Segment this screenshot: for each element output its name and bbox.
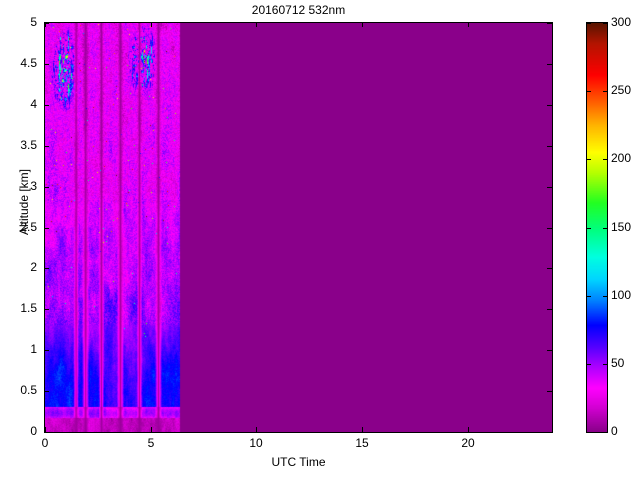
colorbar-tick-left: [587, 91, 591, 92]
colorbar-tick-left: [587, 228, 591, 229]
heatmap-plot-area: [44, 22, 553, 433]
x-tick-mark: [362, 427, 363, 432]
x-tick-mark: [45, 427, 46, 432]
y-tick-label: 0.5: [20, 383, 37, 397]
x-tick-label: 0: [41, 436, 49, 450]
x-tick-mark-top: [45, 22, 46, 27]
colorbar-tick-right: [603, 364, 607, 365]
y-tick-mark-right: [547, 64, 552, 65]
y-tick-mark-right: [547, 309, 552, 310]
x-tick-label: 5: [147, 436, 155, 450]
x-tick-mark-top: [468, 22, 469, 27]
y-tick-label: 3: [30, 179, 37, 193]
lidar-backscatter-heatmap: [45, 23, 552, 432]
y-tick-label: 5: [30, 15, 37, 29]
y-tick-mark: [44, 64, 49, 65]
colorbar-tick-label: 50: [611, 356, 625, 370]
x-tick-label: 20: [461, 436, 475, 450]
y-tick-mark-right: [547, 146, 552, 147]
y-tick-mark: [44, 350, 49, 351]
colorbar-tick-label: 200: [611, 151, 632, 165]
x-tick-mark-top: [362, 22, 363, 27]
colorbar-tick-left: [587, 364, 591, 365]
x-tick-mark: [256, 427, 257, 432]
y-tick-label: 0: [30, 424, 37, 438]
x-tick-mark-top: [256, 22, 257, 27]
y-tick-label: 4.5: [20, 56, 37, 70]
colorbar-tick-left: [587, 296, 591, 297]
colorbar-tick-left: [587, 23, 591, 24]
colorbar-tick-label: 250: [611, 83, 632, 97]
y-tick-mark-right: [547, 23, 552, 24]
x-tick-mark: [468, 427, 469, 432]
x-tick-mark-top: [151, 22, 152, 27]
y-tick-mark: [44, 309, 49, 310]
colorbar-tick-left: [587, 432, 591, 433]
colorbar-tick-left: [587, 159, 591, 160]
colorbar-tick-right: [603, 296, 607, 297]
x-tick-label: 10: [249, 436, 263, 450]
colorbar-tick-right: [603, 159, 607, 160]
colorbar-tick-right: [603, 432, 607, 433]
colorbar-tick-right: [603, 228, 607, 229]
y-tick-mark-right: [547, 105, 552, 106]
y-tick-mark: [44, 105, 49, 106]
y-tick-mark: [44, 228, 49, 229]
y-tick-label: 2: [30, 260, 37, 274]
y-tick-mark-right: [547, 391, 552, 392]
y-tick-mark-right: [547, 228, 552, 229]
colorbar-tick-label: 300: [611, 15, 632, 29]
colorbar-tick-right: [603, 23, 607, 24]
y-tick-mark: [44, 391, 49, 392]
colorbar-tick-label: 0: [611, 424, 618, 438]
x-tick-label: 15: [355, 436, 369, 450]
x-axis-title: UTC Time: [271, 455, 326, 469]
y-tick-label: 4: [30, 97, 37, 111]
colorbar-tick-label: 150: [611, 220, 632, 234]
y-tick-label: 2.5: [20, 220, 37, 234]
y-tick-mark-right: [547, 432, 552, 433]
colorbar: [586, 22, 608, 433]
colorbar-tick-right: [603, 91, 607, 92]
y-axis-title: Altitude [km]: [17, 168, 31, 236]
y-tick-mark: [44, 268, 49, 269]
y-tick-label: 1.5: [20, 301, 37, 315]
y-tick-label: 1: [30, 342, 37, 356]
page-title: 20160712 532nm: [251, 3, 346, 17]
y-tick-mark: [44, 146, 49, 147]
y-tick-mark: [44, 23, 49, 24]
y-tick-mark: [44, 187, 49, 188]
y-tick-label: 3.5: [20, 138, 37, 152]
y-tick-mark-right: [547, 268, 552, 269]
y-tick-mark: [44, 432, 49, 433]
y-tick-mark-right: [547, 350, 552, 351]
y-tick-mark-right: [547, 187, 552, 188]
colorbar-gradient: [587, 23, 607, 432]
x-tick-mark: [151, 427, 152, 432]
colorbar-tick-label: 100: [611, 288, 632, 302]
